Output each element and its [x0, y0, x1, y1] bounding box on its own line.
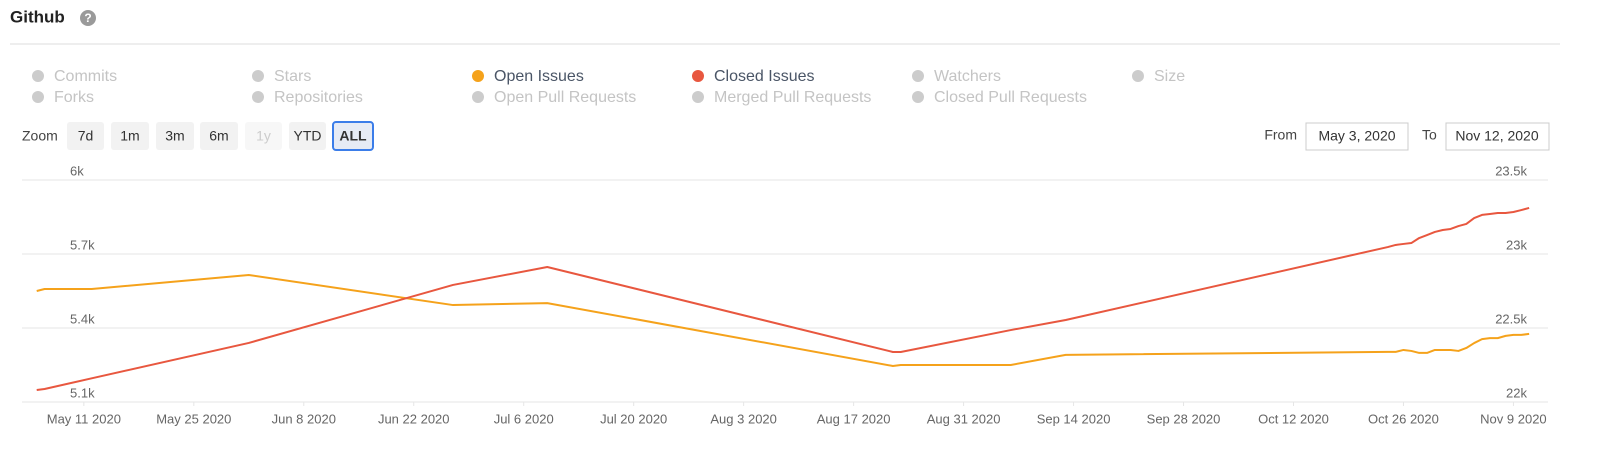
legend-marker[interactable] [32, 91, 44, 103]
legend-label[interactable]: Open Pull Requests [494, 89, 636, 106]
x-tick-label: Jun 22 2020 [378, 411, 450, 426]
legend-marker[interactable] [692, 91, 704, 103]
x-tick-label: May 11 2020 [47, 411, 121, 426]
legend-marker[interactable] [912, 91, 924, 103]
zoom-button[interactable] [156, 122, 194, 150]
zoom-button-label: ALL [339, 128, 367, 144]
x-tick-label: Sep 14 2020 [1037, 411, 1111, 426]
legend-marker[interactable] [912, 70, 924, 82]
from-label: From [1264, 127, 1297, 143]
zoom-button[interactable] [200, 122, 238, 150]
x-tick-label: Jul 6 2020 [494, 411, 554, 426]
from-input[interactable] [1305, 122, 1409, 151]
zoom-button [245, 122, 282, 150]
legend-label[interactable]: Closed Issues [714, 68, 815, 85]
x-tick-label: Sep 28 2020 [1147, 411, 1221, 426]
y2-tick-label: 23.5k [1495, 163, 1527, 178]
x-tick-label: Oct 26 2020 [1368, 411, 1439, 426]
legend-label[interactable]: Forks [54, 89, 94, 106]
legend-label[interactable]: Repositories [274, 89, 363, 106]
x-tick-label: Jun 8 2020 [272, 411, 336, 426]
zoom-button-label: 3m [165, 128, 184, 144]
legend-label[interactable]: Watchers [934, 68, 1001, 85]
legend-label[interactable]: Stars [274, 68, 311, 85]
help-icon-glyph: ? [84, 11, 91, 25]
x-tick-label: Aug 3 2020 [710, 411, 777, 426]
legend-marker[interactable] [32, 70, 44, 82]
legend-marker[interactable] [1132, 70, 1144, 82]
x-tick-label: Oct 12 2020 [1258, 411, 1329, 426]
legend-label[interactable]: Commits [54, 68, 117, 85]
from-value: May 3, 2020 [1318, 128, 1395, 144]
legend-label[interactable]: Closed Pull Requests [934, 89, 1087, 106]
legend-marker[interactable] [472, 91, 484, 103]
series-line [36, 273, 1530, 367]
x-tick-label: Nov 9 2020 [1480, 411, 1547, 426]
x-tick-label: Aug 31 2020 [927, 411, 1001, 426]
widget-title: Github [10, 7, 65, 26]
y2-tick-label: 23k [1506, 237, 1527, 252]
to-value: Nov 12, 2020 [1455, 128, 1538, 144]
x-tick-label: Aug 17 2020 [817, 411, 891, 426]
legend-label[interactable]: Merged Pull Requests [714, 89, 871, 106]
y-tick-label: 5.7k [70, 237, 95, 252]
to-input[interactable] [1445, 122, 1550, 151]
zoom-button[interactable] [332, 121, 374, 151]
y-tick-label: 6k [70, 163, 84, 178]
legend-label[interactable]: Size [1154, 68, 1185, 85]
y2-tick-label: 22.5k [1495, 311, 1527, 326]
zoom-button-label: YTD [294, 128, 322, 144]
legend-marker[interactable] [472, 70, 484, 82]
x-tick-label: May 25 2020 [156, 411, 231, 426]
help-icon[interactable] [80, 10, 96, 26]
to-label: To [1422, 127, 1437, 143]
legend-marker[interactable] [252, 70, 264, 82]
y2-tick-label: 22k [1506, 385, 1527, 400]
y-tick-label: 5.1k [70, 385, 95, 400]
zoom-button[interactable] [67, 122, 104, 150]
zoom-button[interactable] [111, 122, 149, 150]
legend-marker[interactable] [692, 70, 704, 82]
zoom-button-label: 1m [120, 128, 139, 144]
series-line [36, 207, 1530, 392]
y-tick-label: 5.4k [70, 311, 95, 326]
zoom-button-label: 7d [78, 128, 94, 144]
legend-marker[interactable] [252, 91, 264, 103]
legend-label[interactable]: Open Issues [494, 68, 584, 85]
zoom-label: Zoom [22, 128, 58, 144]
zoom-button[interactable] [289, 122, 326, 150]
x-tick-label: Jul 20 2020 [600, 411, 667, 426]
zoom-button-label: 6m [209, 128, 228, 144]
zoom-button-label: 1y [256, 128, 271, 144]
